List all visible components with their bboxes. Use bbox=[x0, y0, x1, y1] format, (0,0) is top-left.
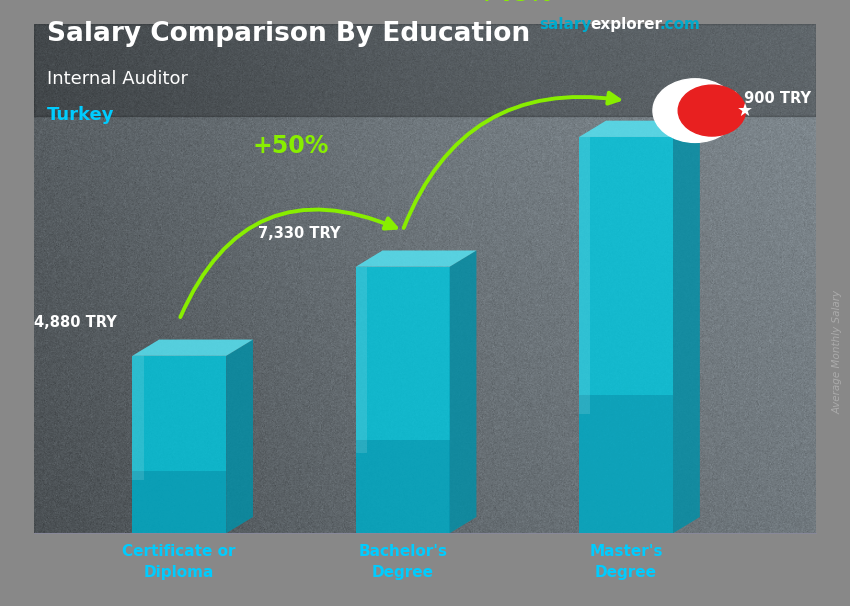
Polygon shape bbox=[226, 339, 253, 533]
Polygon shape bbox=[673, 121, 700, 533]
Text: salary: salary bbox=[540, 17, 592, 32]
Text: explorer: explorer bbox=[591, 17, 663, 32]
Text: +50%: +50% bbox=[252, 134, 329, 158]
Text: Turkey: Turkey bbox=[47, 106, 114, 124]
Text: +48%: +48% bbox=[476, 0, 552, 5]
Bar bbox=[34, 24, 816, 116]
Polygon shape bbox=[450, 250, 476, 533]
Polygon shape bbox=[133, 471, 226, 533]
Polygon shape bbox=[356, 267, 450, 533]
Text: Salary Comparison By Education: Salary Comparison By Education bbox=[47, 21, 530, 47]
Polygon shape bbox=[579, 121, 700, 137]
Polygon shape bbox=[356, 440, 450, 533]
Polygon shape bbox=[579, 395, 673, 533]
Text: ★: ★ bbox=[737, 102, 753, 119]
Text: .com: .com bbox=[660, 17, 700, 32]
Circle shape bbox=[678, 85, 745, 136]
Text: 4,880 TRY: 4,880 TRY bbox=[34, 316, 116, 330]
Polygon shape bbox=[133, 339, 253, 356]
Polygon shape bbox=[356, 250, 476, 267]
Polygon shape bbox=[356, 267, 367, 453]
Polygon shape bbox=[133, 356, 144, 480]
Text: Internal Auditor: Internal Auditor bbox=[47, 70, 188, 88]
Text: 7,330 TRY: 7,330 TRY bbox=[258, 227, 340, 241]
Polygon shape bbox=[579, 137, 673, 533]
Polygon shape bbox=[133, 356, 226, 533]
Text: 10,900 TRY: 10,900 TRY bbox=[717, 91, 811, 106]
Text: Average Monthly Salary: Average Monthly Salary bbox=[832, 290, 842, 413]
Polygon shape bbox=[579, 137, 591, 415]
Circle shape bbox=[653, 79, 737, 142]
